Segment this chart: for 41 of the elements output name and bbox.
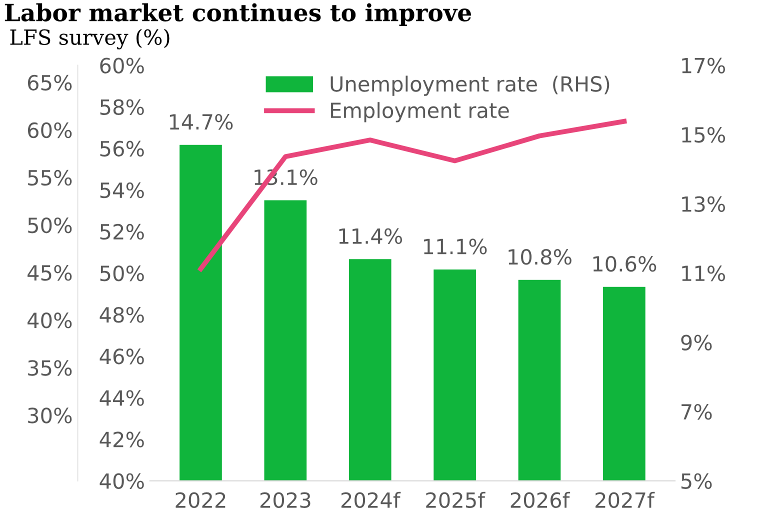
y-tick-label: 44% (100, 390, 144, 406)
data-label: 10.8% (508, 249, 572, 265)
data-label: 14.7% (170, 114, 233, 130)
y2-tick-label: 9% (681, 334, 712, 350)
y3-tick-label: 50% (28, 217, 72, 234)
y2-tick-label: 7% (682, 404, 712, 420)
y-tick-label: 50% (100, 265, 144, 282)
y3-tick-label: 45% (28, 264, 72, 281)
y-tick-label: 54% (100, 182, 144, 198)
chart-subtitle: LFS survey (%) (10, 28, 170, 50)
y3-tick-label: 40% (28, 312, 72, 328)
y3-tick-label: 65% (28, 74, 72, 91)
data-label: 11.4% (339, 228, 402, 244)
y3-tick-label: 35% (28, 360, 72, 376)
y-tick-label: 56% (100, 140, 144, 157)
y2-tick-label: 15% (682, 126, 726, 143)
x-tick-label: 2023 (260, 492, 310, 508)
x-tick-label: 2025f (426, 492, 486, 508)
y-tick-label: 52% (100, 224, 144, 240)
y3-tick-label: 30% (28, 408, 72, 424)
legend-label: Unemployment rate (RHS) (330, 76, 610, 96)
y-tick-label: 40% (100, 473, 144, 489)
x-tick-label: 2026f (510, 492, 570, 508)
x-tick-label: 2022 (176, 492, 226, 508)
y-tick-label: 48% (100, 307, 144, 323)
y-tick-label: 60% (100, 58, 144, 74)
data-label: 10.6% (593, 256, 656, 272)
y2-tick-label: 17% (682, 58, 726, 74)
y-tick-label: 58% (100, 99, 144, 116)
data-label: 11.1% (424, 238, 487, 254)
x-tick-label: 2027f (596, 492, 655, 508)
y-tick-label: 42% (100, 432, 144, 448)
y-tick-label: 46% (100, 348, 144, 364)
x-tick-label: 2024f (341, 492, 401, 508)
legend-label: Employment rate (331, 102, 509, 122)
y2-tick-label: 11% (682, 265, 726, 282)
chart-title: Labor market continues to improve (4, 3, 472, 26)
y3-tick-label: 55% (28, 170, 72, 186)
y3-tick-label: 60% (28, 122, 72, 138)
y2-tick-label: 13% (682, 196, 726, 212)
y2-tick-label: 5% (681, 473, 712, 489)
